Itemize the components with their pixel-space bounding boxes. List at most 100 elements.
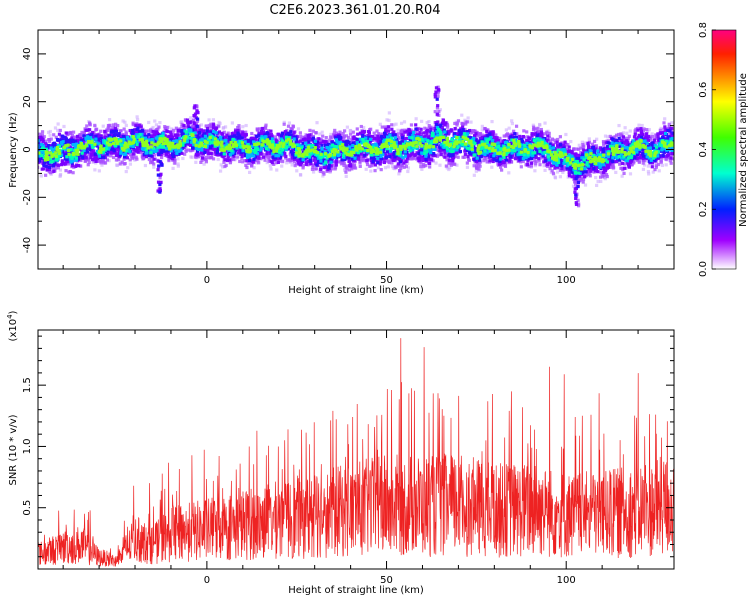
spectrogram-cell: [634, 137, 638, 141]
spectrogram-cell: [71, 138, 75, 142]
spectrogram-cell: [158, 187, 162, 191]
spectrogram-cell: [171, 158, 175, 162]
spectrogram-cell: [443, 133, 448, 137]
spectrogram-cell: [233, 151, 237, 155]
spectrogram-cell: [134, 124, 138, 128]
spectrogram-cell: [234, 132, 238, 136]
spectrogram-cell: [227, 140, 231, 144]
spectrogram-cell: [662, 156, 666, 161]
spectrogram-cell: [473, 150, 477, 154]
spectrogram-cell: [526, 139, 530, 143]
spectrogram-cell: [81, 155, 85, 159]
spectrogram-cell: [475, 159, 479, 164]
spectrogram-cell: [120, 160, 124, 164]
spectrogram-cell: [491, 130, 495, 134]
spectrogram-cell: [369, 169, 373, 173]
spectrogram-cell: [541, 154, 545, 158]
spectrogram-cell: [369, 127, 373, 131]
spectrogram-cell: [643, 159, 647, 163]
spectrogram-cell: [521, 135, 525, 139]
spectrogram-cell: [508, 142, 513, 147]
spectrogram-cell: [406, 169, 410, 174]
spectrogram-cell: [444, 164, 448, 168]
spectrogram-cell: [441, 119, 446, 123]
spectrogram-cell: [183, 152, 187, 156]
spectrogram-cell: [556, 137, 560, 142]
spectrogram-cell: [98, 159, 103, 163]
spectrogram-cell: [390, 155, 394, 159]
spectrogram-cell: [648, 138, 652, 142]
spectrogram-cell: [327, 163, 331, 167]
spectrogram-cell: [577, 202, 581, 206]
spectrogram-cell: [41, 137, 45, 142]
spectrogram-cell: [128, 158, 132, 162]
spectrogram-cell: [378, 162, 382, 166]
spectrogram-cell: [606, 141, 610, 145]
spectrogram-cell: [456, 149, 461, 153]
spectrogram-cell: [82, 152, 86, 157]
spectrogram-cell: [436, 90, 441, 94]
spectrogram-cell: [463, 152, 467, 156]
spectrogram-cell: [283, 130, 287, 134]
spectrogram-cell: [365, 162, 370, 167]
spectrogram-cell: [376, 140, 380, 144]
spectrogram-cell: [409, 123, 414, 127]
spectrogram-cell: [428, 161, 432, 166]
spectrogram-cell: [570, 175, 574, 179]
spectrogram-cell: [305, 159, 309, 163]
spectrogram-cell: [641, 133, 645, 137]
spectrogram-cell: [114, 158, 119, 162]
spectrogram-cell: [319, 137, 323, 142]
spectrogram-cell: [41, 139, 45, 143]
spectrogram-cell: [282, 120, 286, 124]
spectrogram-cell: [396, 128, 400, 132]
spectrogram-cell: [576, 198, 580, 202]
spectrogram-cell: [152, 157, 156, 161]
spectrogram-cell: [434, 86, 439, 90]
spectrogram-cell: [152, 165, 156, 169]
spectrogram-cell: [157, 149, 162, 153]
spectrogram-cell: [586, 141, 590, 145]
spectrogram-cell: [41, 167, 46, 171]
spectrogram-cell: [150, 135, 154, 139]
spectrogram-cell: [633, 129, 637, 133]
spectrogram-cell: [315, 140, 320, 144]
spectrogram-cell: [124, 123, 128, 128]
spectrogram-cell: [465, 120, 470, 124]
spectrogram-cell: [124, 169, 128, 174]
spectrogram-cell: [170, 127, 174, 131]
spectrogram-cell: [560, 166, 564, 171]
spectrogram-cell: [193, 114, 197, 118]
spectrogram-cell: [176, 129, 181, 133]
spectrogram-cell: [492, 157, 496, 161]
spectrogram-cell: [620, 133, 624, 138]
spectrogram-cell: [465, 165, 470, 169]
spectrogram-cell: [605, 148, 609, 152]
spectrogram-cell: [250, 131, 254, 136]
spectrogram-cell: [191, 148, 195, 152]
spectrogram-cell: [408, 157, 412, 161]
spectrogram-cell: [228, 138, 232, 142]
spectrogram-cell: [399, 158, 403, 162]
spectrogram-cell: [379, 168, 383, 172]
spectrogram-cell: [344, 156, 348, 160]
spectrogram-cell: [308, 133, 312, 137]
spectrogram-cell: [386, 129, 391, 133]
spectrogram-cell: [529, 161, 534, 165]
spectrogram-cell: [614, 170, 618, 175]
spectrogram-cell: [437, 88, 441, 92]
spectrogram-cell: [44, 139, 48, 143]
spectrogram-cell: [87, 144, 91, 148]
spectrogram-cell: [474, 169, 478, 173]
spectrogram-cell: [472, 173, 476, 177]
spectrogram-cell: [64, 159, 68, 164]
spectrogram-cell: [534, 155, 538, 159]
spectrogram-cell: [662, 130, 666, 135]
spectrogram-cell: [58, 172, 63, 177]
spectrogram-cell: [627, 164, 631, 168]
spectrogram-cell: [660, 163, 665, 168]
spectrogram-cell: [641, 129, 645, 133]
spectrogram-cell: [633, 132, 637, 136]
spectrogram-cell: [144, 155, 149, 159]
spectrogram-cell: [335, 142, 339, 146]
